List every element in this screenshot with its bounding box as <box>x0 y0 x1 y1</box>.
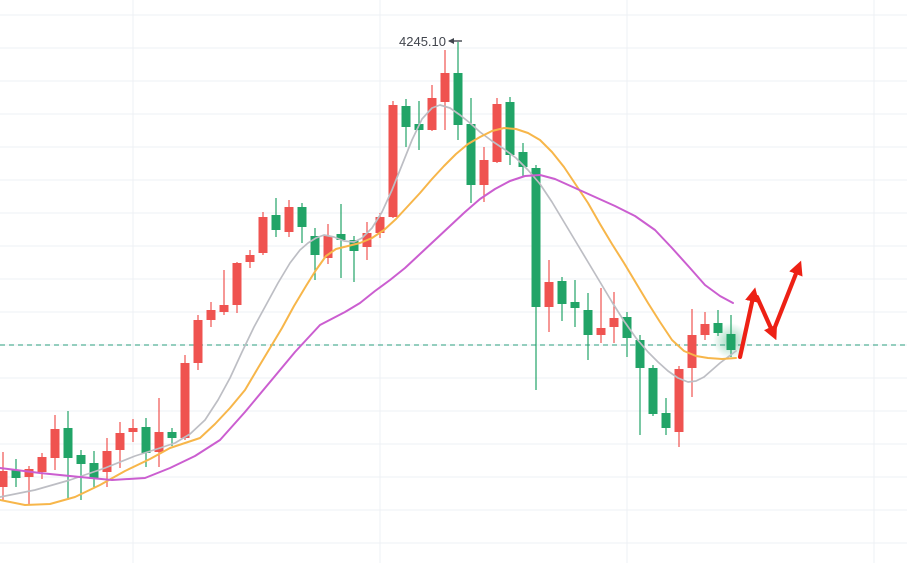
candle-up[interactable] <box>479 147 489 202</box>
candle-down[interactable] <box>622 312 632 357</box>
candle-down[interactable] <box>518 143 528 176</box>
candle-down[interactable] <box>505 97 515 165</box>
candle-up[interactable] <box>323 224 333 264</box>
candle-up[interactable] <box>193 315 203 370</box>
candle-down[interactable] <box>11 459 21 487</box>
candle-down[interactable] <box>89 451 99 487</box>
candle-up[interactable] <box>115 422 125 468</box>
candle-down[interactable] <box>63 411 73 500</box>
candle-up[interactable] <box>596 288 606 343</box>
candle-down[interactable] <box>635 335 645 435</box>
ma-medium-orange[interactable] <box>0 127 737 506</box>
candle-down[interactable] <box>401 99 411 147</box>
candle-up[interactable] <box>50 415 60 470</box>
candle-up[interactable] <box>609 292 619 343</box>
candle-down[interactable] <box>76 450 86 500</box>
candle-down[interactable] <box>531 165 541 390</box>
candle-down[interactable] <box>336 204 346 278</box>
candle-down[interactable] <box>271 198 281 237</box>
trend-arrow-segment <box>770 260 803 335</box>
candle-down[interactable] <box>453 42 463 140</box>
candle-up[interactable] <box>0 452 8 500</box>
candle-down[interactable] <box>648 365 658 416</box>
candle-down[interactable] <box>167 428 177 446</box>
trend-arrow-segment <box>754 294 778 341</box>
candle-up[interactable] <box>180 355 190 440</box>
high-annotation[interactable]: 4245.10 <box>399 34 462 49</box>
trend-arrow-drawing[interactable] <box>737 260 803 360</box>
candle-up[interactable] <box>206 302 216 327</box>
candle-up[interactable] <box>700 312 710 340</box>
candle-down[interactable] <box>726 315 736 357</box>
candle-down[interactable] <box>713 310 723 336</box>
candle-up[interactable] <box>154 398 164 467</box>
candle-down[interactable] <box>141 418 151 467</box>
candle-down[interactable] <box>570 280 580 327</box>
candle-up[interactable] <box>674 366 684 447</box>
trend-arrow-segment <box>737 287 760 360</box>
candle-up[interactable] <box>544 260 554 332</box>
ma-slow-purple[interactable] <box>0 174 734 481</box>
candle-down[interactable] <box>661 398 671 435</box>
high-price-label: 4245.10 <box>399 34 446 49</box>
candle-up[interactable] <box>388 101 398 218</box>
pointer-arrowhead-icon <box>448 38 454 44</box>
candle-up[interactable] <box>258 212 268 255</box>
candles <box>0 42 736 505</box>
candle-up[interactable] <box>219 270 229 315</box>
candle-down[interactable] <box>466 98 476 203</box>
ma-fast-gray[interactable] <box>0 104 737 498</box>
candle-down[interactable] <box>557 277 567 321</box>
candle-up[interactable] <box>245 250 255 268</box>
candle-down[interactable] <box>297 203 307 243</box>
candle-up[interactable] <box>37 453 47 479</box>
candle-up[interactable] <box>232 262 242 313</box>
candle-down[interactable] <box>583 293 593 360</box>
candle-up[interactable] <box>284 200 294 237</box>
candle-up[interactable] <box>440 50 450 130</box>
candle-up[interactable] <box>128 419 138 442</box>
